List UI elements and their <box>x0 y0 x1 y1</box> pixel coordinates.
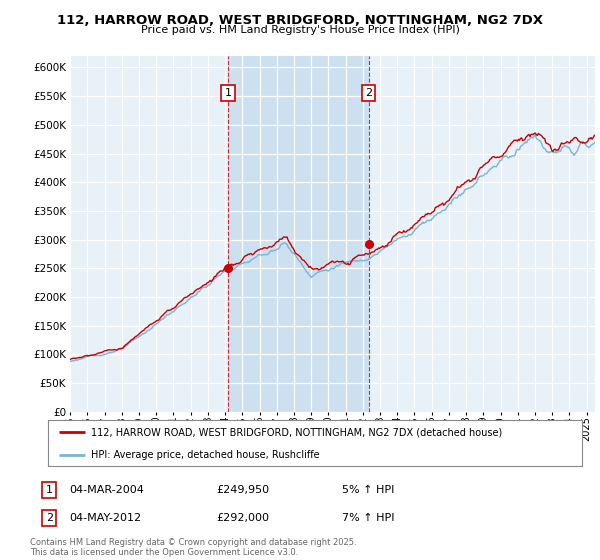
Text: HPI: Average price, detached house, Rushcliffe: HPI: Average price, detached house, Rush… <box>91 450 319 460</box>
Text: £249,950: £249,950 <box>216 485 269 495</box>
Text: 2: 2 <box>46 513 53 523</box>
Text: 1: 1 <box>46 485 53 495</box>
Text: 112, HARROW ROAD, WEST BRIDGFORD, NOTTINGHAM, NG2 7DX: 112, HARROW ROAD, WEST BRIDGFORD, NOTTIN… <box>57 14 543 27</box>
Text: £292,000: £292,000 <box>216 513 269 523</box>
Text: 5% ↑ HPI: 5% ↑ HPI <box>342 485 394 495</box>
Text: Price paid vs. HM Land Registry's House Price Index (HPI): Price paid vs. HM Land Registry's House … <box>140 25 460 35</box>
Text: 1: 1 <box>224 88 232 99</box>
Bar <box>228 56 368 412</box>
Text: 112, HARROW ROAD, WEST BRIDGFORD, NOTTINGHAM, NG2 7DX (detached house): 112, HARROW ROAD, WEST BRIDGFORD, NOTTIN… <box>91 427 502 437</box>
Text: Contains HM Land Registry data © Crown copyright and database right 2025.
This d: Contains HM Land Registry data © Crown c… <box>30 538 356 557</box>
Text: 2: 2 <box>365 88 372 99</box>
Text: 04-MAY-2012: 04-MAY-2012 <box>69 513 141 523</box>
Text: 04-MAR-2004: 04-MAR-2004 <box>69 485 144 495</box>
Text: 7% ↑ HPI: 7% ↑ HPI <box>342 513 395 523</box>
